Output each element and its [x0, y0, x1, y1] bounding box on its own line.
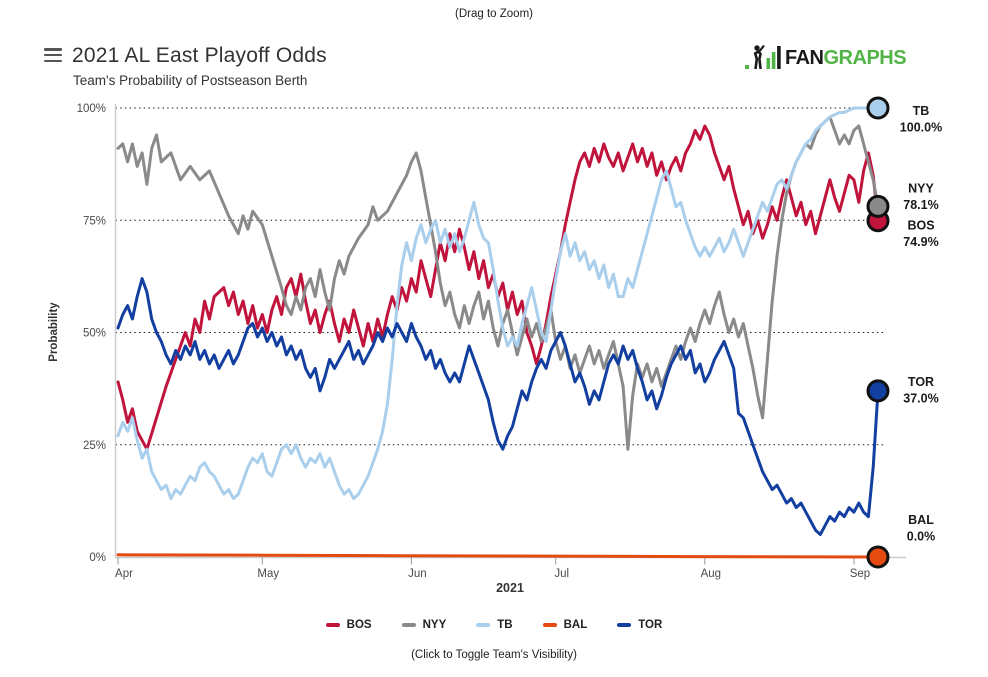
legend-label-nyy: NYY: [422, 619, 447, 631]
legend-item-bos[interactable]: BOS: [325, 619, 372, 631]
legend-item-tb[interactable]: TB: [476, 619, 513, 631]
end-label-name-TOR: TOR: [908, 375, 934, 389]
fangraphs-logo-text: FANGRAPHS: [785, 47, 907, 69]
y-axis-title: Probability: [48, 302, 60, 362]
legend-label-tb: TB: [497, 619, 513, 631]
legend-swatch-nyy: [401, 623, 416, 627]
legend-swatch-tb: [476, 623, 491, 627]
x-tick-label-Jul: Jul: [554, 568, 569, 580]
legend-item-nyy[interactable]: NYY: [401, 619, 447, 631]
end-label-name-BOS: BOS: [907, 219, 934, 233]
page-subtitle: Team's Probability of Postseason Berth: [73, 73, 308, 88]
legend-label-tor: TOR: [638, 619, 663, 631]
fangraphs-batter-icon: [745, 44, 781, 70]
y-tick-label-0%: 0%: [89, 552, 106, 564]
end-label-value-BAL: 0.0%: [907, 530, 936, 544]
end-label-value-TOR: 37.0%: [903, 391, 938, 405]
drag-to-zoom-hint: (Drag to Zoom): [455, 8, 533, 20]
series-line-TB: [116, 106, 880, 501]
y-tick-label-100%: 100%: [77, 103, 106, 115]
legend-label-bos: BOS: [346, 619, 372, 631]
x-tick-label-May: May: [257, 568, 279, 580]
y-tick-label-25%: 25%: [83, 440, 106, 452]
toggle-visibility-hint: (Click to Toggle Team's Visibility): [411, 649, 577, 661]
team-legend: BOS NYY TB BAL TOR: [0, 619, 988, 631]
hamburger-bar: [44, 48, 62, 51]
end-label-value-TB: 100.0%: [900, 121, 942, 135]
y-tick-label-50%: 50%: [83, 328, 106, 340]
y-tick-label-75%: 75%: [83, 215, 106, 227]
hamburger-bar: [44, 53, 62, 57]
legend-label-bal: BAL: [563, 619, 588, 631]
series-line-BAL: [116, 553, 880, 559]
page-title: 2021 AL East Playoff Odds: [72, 44, 327, 67]
series-line-BOS: [116, 124, 880, 451]
hamburger-bar: [44, 59, 62, 62]
end-marker-NYY[interactable]: [866, 194, 890, 218]
legend-swatch-tor: [617, 623, 632, 627]
legend-swatch-bal: [542, 623, 557, 627]
series-line-TOR: [116, 277, 880, 536]
legend-item-bal[interactable]: BAL: [542, 619, 588, 631]
end-marker-BAL[interactable]: [866, 545, 890, 569]
x-tick-label-Aug: Aug: [701, 568, 721, 580]
fangraphs-logo[interactable]: FANGRAPHS: [745, 44, 907, 70]
x-tick-label-Jun: Jun: [408, 568, 427, 580]
hamburger-menu-icon[interactable]: [44, 48, 62, 62]
end-label-value-NYY: 78.1%: [903, 198, 938, 212]
end-label-name-NYY: NYY: [908, 181, 934, 195]
x-tick-label-Apr: Apr: [115, 568, 133, 580]
end-label-name-BAL: BAL: [908, 513, 934, 527]
x-axis-year-label: 2021: [496, 581, 524, 595]
end-label-value-BOS: 74.9%: [903, 235, 938, 249]
x-tick-label-Sep: Sep: [850, 568, 870, 580]
end-marker-TB[interactable]: [866, 96, 890, 120]
end-marker-TOR[interactable]: [866, 379, 890, 403]
legend-item-tor[interactable]: TOR: [617, 619, 662, 631]
legend-swatch-bos: [325, 623, 340, 627]
series-line-NYY: [116, 115, 880, 451]
end-label-name-TB: TB: [913, 104, 930, 118]
